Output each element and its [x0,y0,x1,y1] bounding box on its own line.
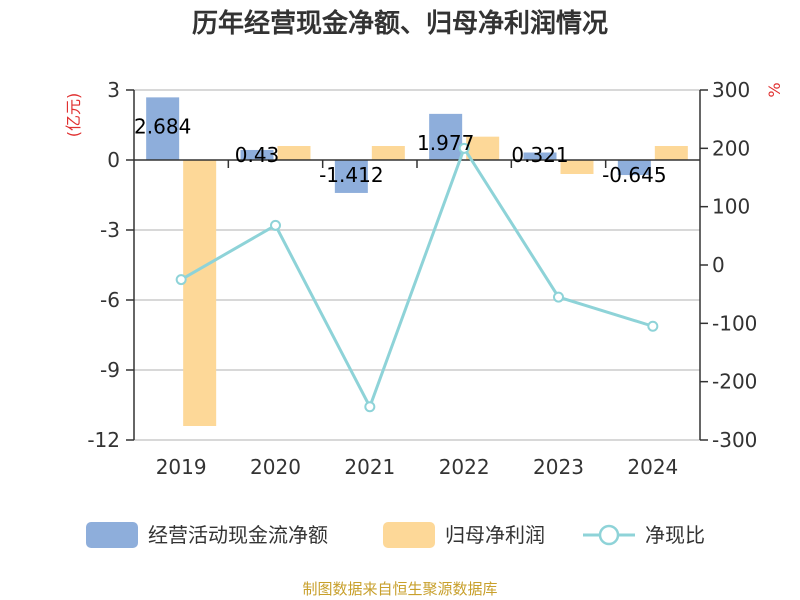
source-note: 制图数据来自恒生聚源数据库 [302,580,497,598]
ratio-point [364,401,376,413]
legend: 经营活动现金流净额 归母净利润 净现比 [86,522,705,548]
right-tick-label: 200 [712,136,750,160]
cashflow-data-label: -0.645 [602,163,666,187]
ratio-point [270,219,281,231]
chart-title: 历年经营现金净额、归母净利润情况 [192,8,608,39]
left-tick-label: -6 [100,288,120,312]
right-tick-label: 300 [712,78,750,102]
ratio-polyline [180,144,654,411]
cashflow-bar [334,160,368,193]
profit-bar [277,146,311,160]
gridlines [134,89,700,441]
profit-bar [654,146,688,160]
ratio-point [647,320,659,332]
legend-marker [598,524,620,546]
tick-labels: 3 0 -3 -6 -9 -12 300 200 100 0 -100 -200 -300 2019 202… [87,78,757,479]
right-tick-label: -200 [712,370,757,394]
ratio-line [175,142,659,413]
ratio-point [175,274,187,286]
x-tick-label: 2019 [156,455,207,479]
right-tick-label: 0 [712,253,725,277]
cashflow-data-label: 0.321 [511,143,568,167]
legend-swatch [86,522,138,548]
cashflow-bar [240,149,274,160]
cashflow-bars [146,97,651,193]
axes [126,89,708,441]
cashflow-data-label: 0.43 [235,143,280,167]
cashflow-bar [429,113,463,160]
x-tick-label: 2020 [250,455,301,479]
right-axis-unit: % [765,82,784,97]
profit-bar [183,160,217,426]
left-tick-label: 0 [107,148,120,172]
left-tick-label: -12 [87,428,120,452]
profit-bar [371,146,405,160]
x-tick-label: 2021 [344,455,395,479]
profit-bar [560,160,594,174]
legend-swatch [383,522,435,548]
legend-label: 归母净利润 [445,523,545,547]
left-tick-label: -9 [100,358,120,382]
data-labels: 2.684 0.43 -1.412 1.977 0.321 -0.645 [134,114,667,187]
right-tick-label: -300 [712,428,757,452]
x-tick-label: 2022 [439,455,490,479]
cashflow-bar [146,97,180,160]
x-tick-label: 2024 [627,455,678,479]
left-tick-label: 3 [107,78,120,102]
left-tick-label: -3 [100,218,120,242]
profit-bar [466,136,500,160]
cashflow-data-label: 2.684 [134,114,191,138]
right-tick-label: 100 [712,195,750,219]
profit-bars [183,136,688,426]
left-axis-unit: (亿元) [64,93,83,138]
cashflow-bar [523,152,557,160]
cashflow-bar [617,160,651,176]
ratio-point [458,142,470,154]
legend-label: 净现比 [645,523,705,547]
cashflow-data-label: -1.412 [319,163,383,187]
cashflow-data-label: 1.977 [417,131,474,155]
x-tick-label: 2023 [533,455,584,479]
legend-label: 经营活动现金流净额 [148,523,328,547]
ratio-point [553,291,564,303]
right-tick-label: -100 [712,311,757,335]
